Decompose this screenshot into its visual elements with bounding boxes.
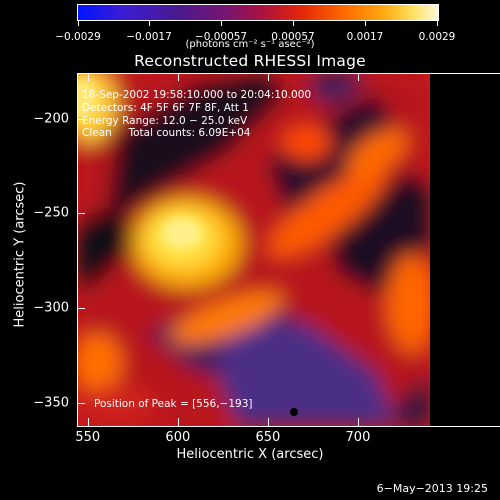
y-tick-label: −350 [33, 395, 69, 411]
y-tick-label: −300 [33, 300, 69, 316]
colorbar-tickmark [437, 21, 438, 26]
colorbar-tick-label: −0.00057 [194, 31, 248, 43]
colorbar-tick-label: −0.0017 [126, 31, 172, 43]
y-axis-label: Heliocentric Y (arcsec) [12, 181, 28, 328]
x-axis-label: Heliocentric X (arcsec) [176, 447, 324, 462]
colorbar-tickmark [149, 21, 150, 26]
y-tick-label: −200 [33, 111, 69, 127]
colorbar-tickmark [293, 21, 294, 26]
colorbar-tickmark [221, 21, 222, 26]
y-tick-label: −250 [33, 205, 69, 221]
colorbar-ticks: −0.0029 −0.0017 −0.00057 0.00057 0.0017 … [55, 4, 455, 44]
info-energy: Energy Range: 12.0 − 25.0 keV [82, 115, 248, 127]
info-time: 18-Sep-2002 19:58:10.000 to 20:04:10.000 [82, 89, 312, 101]
colorbar-tickmark [365, 21, 366, 26]
colorbar-unit: (photons cm⁻² s⁻¹ asec⁻²) [185, 39, 315, 50]
chart-title: Reconstructed RHESSI Image [134, 52, 366, 70]
heatmap-image [77, 73, 430, 426]
peak-position: Position of Peak = [556,−193] [94, 398, 253, 410]
colorbar-tick-label: 0.0017 [346, 31, 384, 43]
info-detectors: Detectors: 4F 5F 6F 7F 8F, Att 1 [82, 102, 249, 114]
footer-timestamp: 6−May−2013 19:25 [376, 482, 488, 495]
x-tick-label: 700 [345, 430, 371, 445]
peak-marker [290, 408, 298, 416]
colorbar [77, 4, 439, 21]
colorbar-tick-label: 0.00057 [271, 31, 315, 43]
colorbar-tick-label: −0.0029 [55, 31, 101, 43]
colorbar-tickmark [78, 21, 79, 26]
x-tick-label: 550 [75, 430, 101, 445]
colorbar-tick-label: 0.0029 [418, 31, 456, 43]
x-tick-label: 650 [255, 430, 281, 445]
x-tick-label: 600 [165, 430, 191, 445]
info-clean: Clean Total counts: 6.09E+04 [82, 127, 251, 139]
